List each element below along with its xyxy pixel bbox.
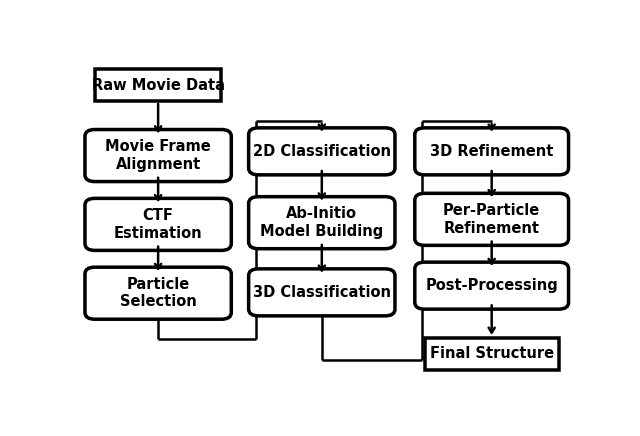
Text: 3D Refinement: 3D Refinement (430, 144, 554, 159)
FancyBboxPatch shape (85, 198, 231, 250)
Text: Final Structure: Final Structure (429, 346, 554, 361)
FancyBboxPatch shape (85, 129, 231, 181)
Text: Raw Movie Data: Raw Movie Data (92, 78, 225, 92)
Text: Post-Processing: Post-Processing (426, 278, 558, 293)
FancyBboxPatch shape (248, 128, 395, 175)
FancyBboxPatch shape (415, 193, 568, 245)
FancyBboxPatch shape (415, 128, 568, 175)
FancyBboxPatch shape (248, 269, 395, 316)
Text: Movie Frame
Alignment: Movie Frame Alignment (105, 140, 211, 172)
Text: 3D Classification: 3D Classification (253, 285, 391, 300)
FancyBboxPatch shape (95, 69, 221, 101)
Text: 2D Classification: 2D Classification (253, 144, 391, 159)
Text: CTF
Estimation: CTF Estimation (114, 208, 202, 241)
FancyBboxPatch shape (85, 267, 231, 319)
Text: Ab-Initio
Model Building: Ab-Initio Model Building (260, 207, 383, 239)
FancyBboxPatch shape (415, 262, 568, 309)
FancyBboxPatch shape (425, 337, 559, 370)
Text: Per-Particle
Refinement: Per-Particle Refinement (443, 203, 540, 235)
Text: Particle
Selection: Particle Selection (120, 277, 196, 310)
FancyBboxPatch shape (248, 197, 395, 249)
